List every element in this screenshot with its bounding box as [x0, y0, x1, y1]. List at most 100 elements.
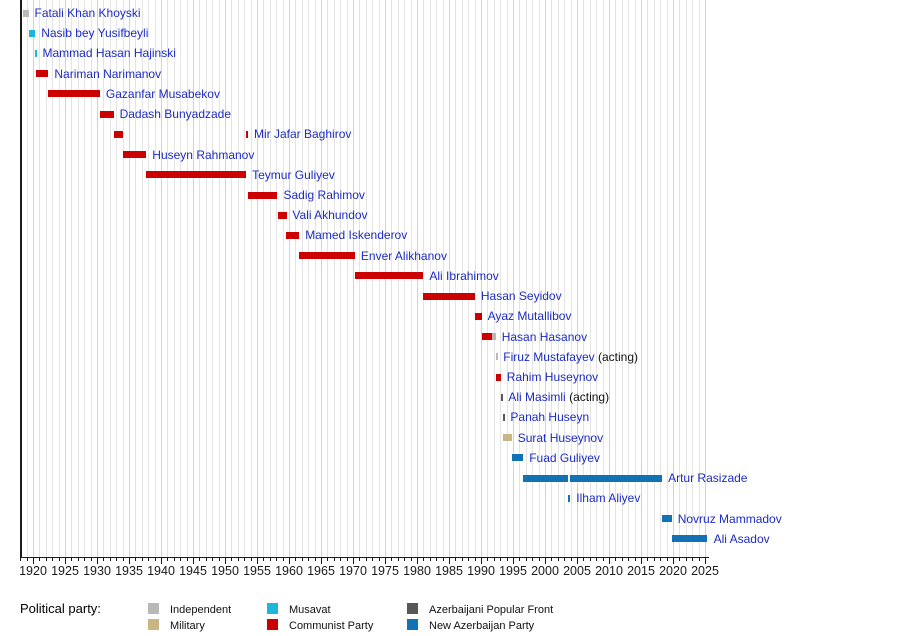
person-name[interactable]: Sadig Rahimov	[283, 188, 365, 202]
person-name[interactable]: Ali Masimli	[508, 390, 566, 405]
person-label[interactable]: Surat Huseynov	[518, 430, 603, 446]
gridline	[513, 0, 514, 557]
person-name[interactable]: Panah Huseyn	[510, 410, 590, 425]
gridline	[33, 0, 34, 557]
person-label[interactable]: Fuad Guliyev	[529, 450, 600, 466]
person-label[interactable]: Nariman Narimanov	[54, 66, 161, 82]
axis-minor-tick	[557, 558, 559, 561]
person-label[interactable]: Enver Alikhanov	[361, 248, 447, 264]
term-bar	[248, 191, 278, 199]
axis-minor-tick	[295, 558, 297, 561]
person-label[interactable]: Rahim Huseynov	[507, 369, 598, 385]
gridline	[141, 0, 143, 557]
person-label[interactable]: Nasib bey Yusifbeyli	[41, 25, 148, 41]
person-name[interactable]: Hasan Hasanov	[501, 329, 588, 344]
person-name[interactable]: Dadash Bunyadzade	[119, 107, 232, 122]
person-name[interactable]: Hasan Seyidov	[480, 289, 562, 304]
axis-major-tick	[449, 558, 450, 564]
person-name[interactable]: Ali Asadov	[713, 531, 770, 546]
person-label[interactable]: Ayaz Mutallibov	[488, 308, 572, 324]
term-bar	[671, 535, 708, 543]
person-label[interactable]: Mamed Iskenderov	[305, 227, 407, 243]
gridline	[705, 0, 706, 557]
term-bar	[568, 494, 571, 502]
axis-minor-tick	[519, 558, 521, 561]
axis-minor-tick	[589, 558, 591, 561]
person-name[interactable]: Surat Huseynov	[517, 430, 604, 445]
person-label[interactable]: Hasan Seyidov	[481, 288, 562, 304]
person-label[interactable]: Ali Asadov	[714, 531, 770, 547]
gridline	[225, 0, 226, 557]
person-name[interactable]: Enver Alikhanov	[360, 248, 447, 263]
person-name[interactable]: Rahim Huseynov	[506, 370, 599, 384]
gridline	[532, 0, 534, 557]
person-name[interactable]: Fuad Guliyev	[529, 450, 600, 465]
axis-tick-label: 2010	[595, 564, 623, 578]
legend-item-label: Independent	[170, 604, 232, 616]
person-label[interactable]: Firuz Mustafayev (acting)	[503, 349, 638, 365]
axis-minor-tick	[90, 558, 92, 561]
person-label[interactable]: Dadash Bunyadzade	[120, 106, 231, 122]
person-label[interactable]: Artur Rasizade	[668, 470, 747, 486]
gridline	[583, 0, 585, 557]
person-name[interactable]: Nariman Narimanov	[54, 66, 162, 81]
term-bar	[146, 171, 247, 179]
person-name[interactable]: Artur Rasizade	[668, 471, 748, 486]
axis-minor-tick	[333, 558, 335, 561]
person-label[interactable]: Hasan Hasanov	[502, 329, 587, 345]
axis-minor-tick	[410, 558, 412, 561]
person-name[interactable]: Ilham Aliyev	[576, 491, 641, 506]
gridline	[122, 0, 124, 557]
person-name[interactable]: Huseyn Rahmanov	[152, 147, 255, 162]
axis-major-tick	[705, 558, 706, 564]
x-axis-line	[20, 557, 709, 558]
axis-minor-tick	[20, 558, 22, 561]
person-label[interactable]: Novruz Mammadov	[678, 511, 782, 527]
person-label[interactable]: Mammad Hasan Hajinski	[43, 45, 176, 61]
axis-tick-label: 1920	[19, 564, 47, 578]
person-label[interactable]: Sadig Rahimov	[284, 187, 365, 203]
person-name[interactable]: Ali Ibrahimov	[429, 268, 499, 283]
person-label[interactable]: Fatali Khan Khoyski	[35, 5, 141, 21]
legend-swatch-communist	[267, 619, 278, 630]
person-label[interactable]: Huseyn Rahmanov	[152, 147, 254, 163]
person-label[interactable]: Vali Akhundov	[292, 207, 367, 223]
axis-minor-tick	[250, 558, 252, 561]
person-name[interactable]: Ayaz Mutallibov	[487, 309, 572, 324]
person-label[interactable]: Ilham Aliyev	[576, 490, 640, 506]
gridline	[500, 0, 502, 557]
axis-minor-tick	[506, 558, 508, 561]
person-name[interactable]: Teymur Guliyev	[252, 167, 335, 182]
legend-item-label: New Azerbaijan Party	[429, 620, 535, 632]
person-name[interactable]: Gazanfar Musabekov	[105, 86, 220, 101]
axis-major-tick	[545, 558, 546, 564]
axis-minor-tick	[71, 558, 73, 561]
person-label[interactable]: Ali Masimli (acting)	[508, 389, 609, 405]
person-label[interactable]: Gazanfar Musabekov	[106, 86, 220, 102]
person-label[interactable]: Panah Huseyn	[510, 409, 589, 425]
person-label[interactable]: Ali Ibrahimov	[429, 268, 498, 284]
person-name[interactable]: Fatali Khan Khoyski	[34, 6, 141, 20]
gridline	[449, 0, 450, 557]
person-name[interactable]: Mir Jafar Baghirov	[254, 127, 352, 142]
legend-swatch-nap	[407, 619, 418, 630]
axis-minor-tick	[77, 558, 79, 561]
person-label[interactable]: Teymur Guliyev	[252, 167, 335, 183]
axis-minor-tick	[666, 558, 668, 561]
axis-minor-tick	[570, 558, 572, 561]
person-name[interactable]: Mammad Hasan Hajinski	[42, 46, 176, 61]
gridline	[212, 0, 214, 557]
person-label[interactable]: Mir Jafar Baghirov	[254, 126, 351, 142]
gridline	[327, 0, 329, 557]
person-name[interactable]: Nasib bey Yusifbeyli	[41, 26, 149, 41]
person-name[interactable]: Novruz Mammadov	[677, 511, 782, 526]
person-name[interactable]: Mamed Iskenderov	[305, 228, 408, 243]
gridline	[461, 0, 463, 557]
person-name[interactable]: Vali Akhundov	[292, 208, 368, 223]
term-bar	[570, 474, 663, 482]
person-name[interactable]: Firuz Mustafayev	[503, 349, 595, 364]
axis-minor-tick	[135, 558, 137, 561]
gridline	[634, 0, 636, 557]
axis-major-tick	[33, 558, 34, 564]
